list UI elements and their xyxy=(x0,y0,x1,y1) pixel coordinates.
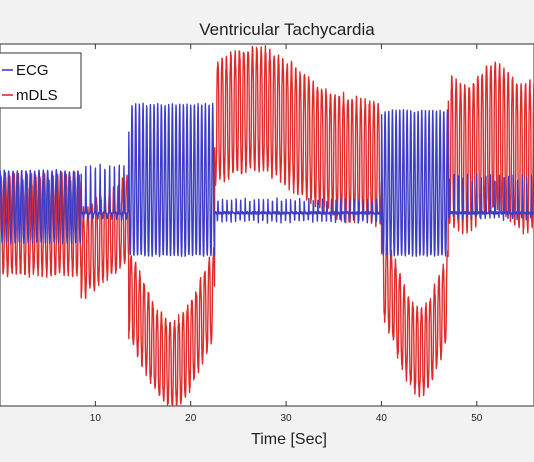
x-tick-label: 30 xyxy=(281,413,293,424)
legend-ecg-label: ECG xyxy=(16,62,49,79)
legend-box xyxy=(0,52,82,109)
legend: ECG mDLS xyxy=(0,52,82,109)
x-tick-label: 50 xyxy=(471,413,483,424)
x-tick-label: 10 xyxy=(90,413,102,424)
x-axis-label: Time [Sec] xyxy=(251,431,327,448)
legend-mdls-label: mDLS xyxy=(16,87,58,104)
x-tick-label: 40 xyxy=(376,413,388,424)
series-line-ecg xyxy=(0,102,534,258)
chart-title: Ventricular Tachycardia xyxy=(199,20,375,39)
series-line-mdls xyxy=(0,45,534,407)
x-tick-label: 20 xyxy=(185,413,197,424)
